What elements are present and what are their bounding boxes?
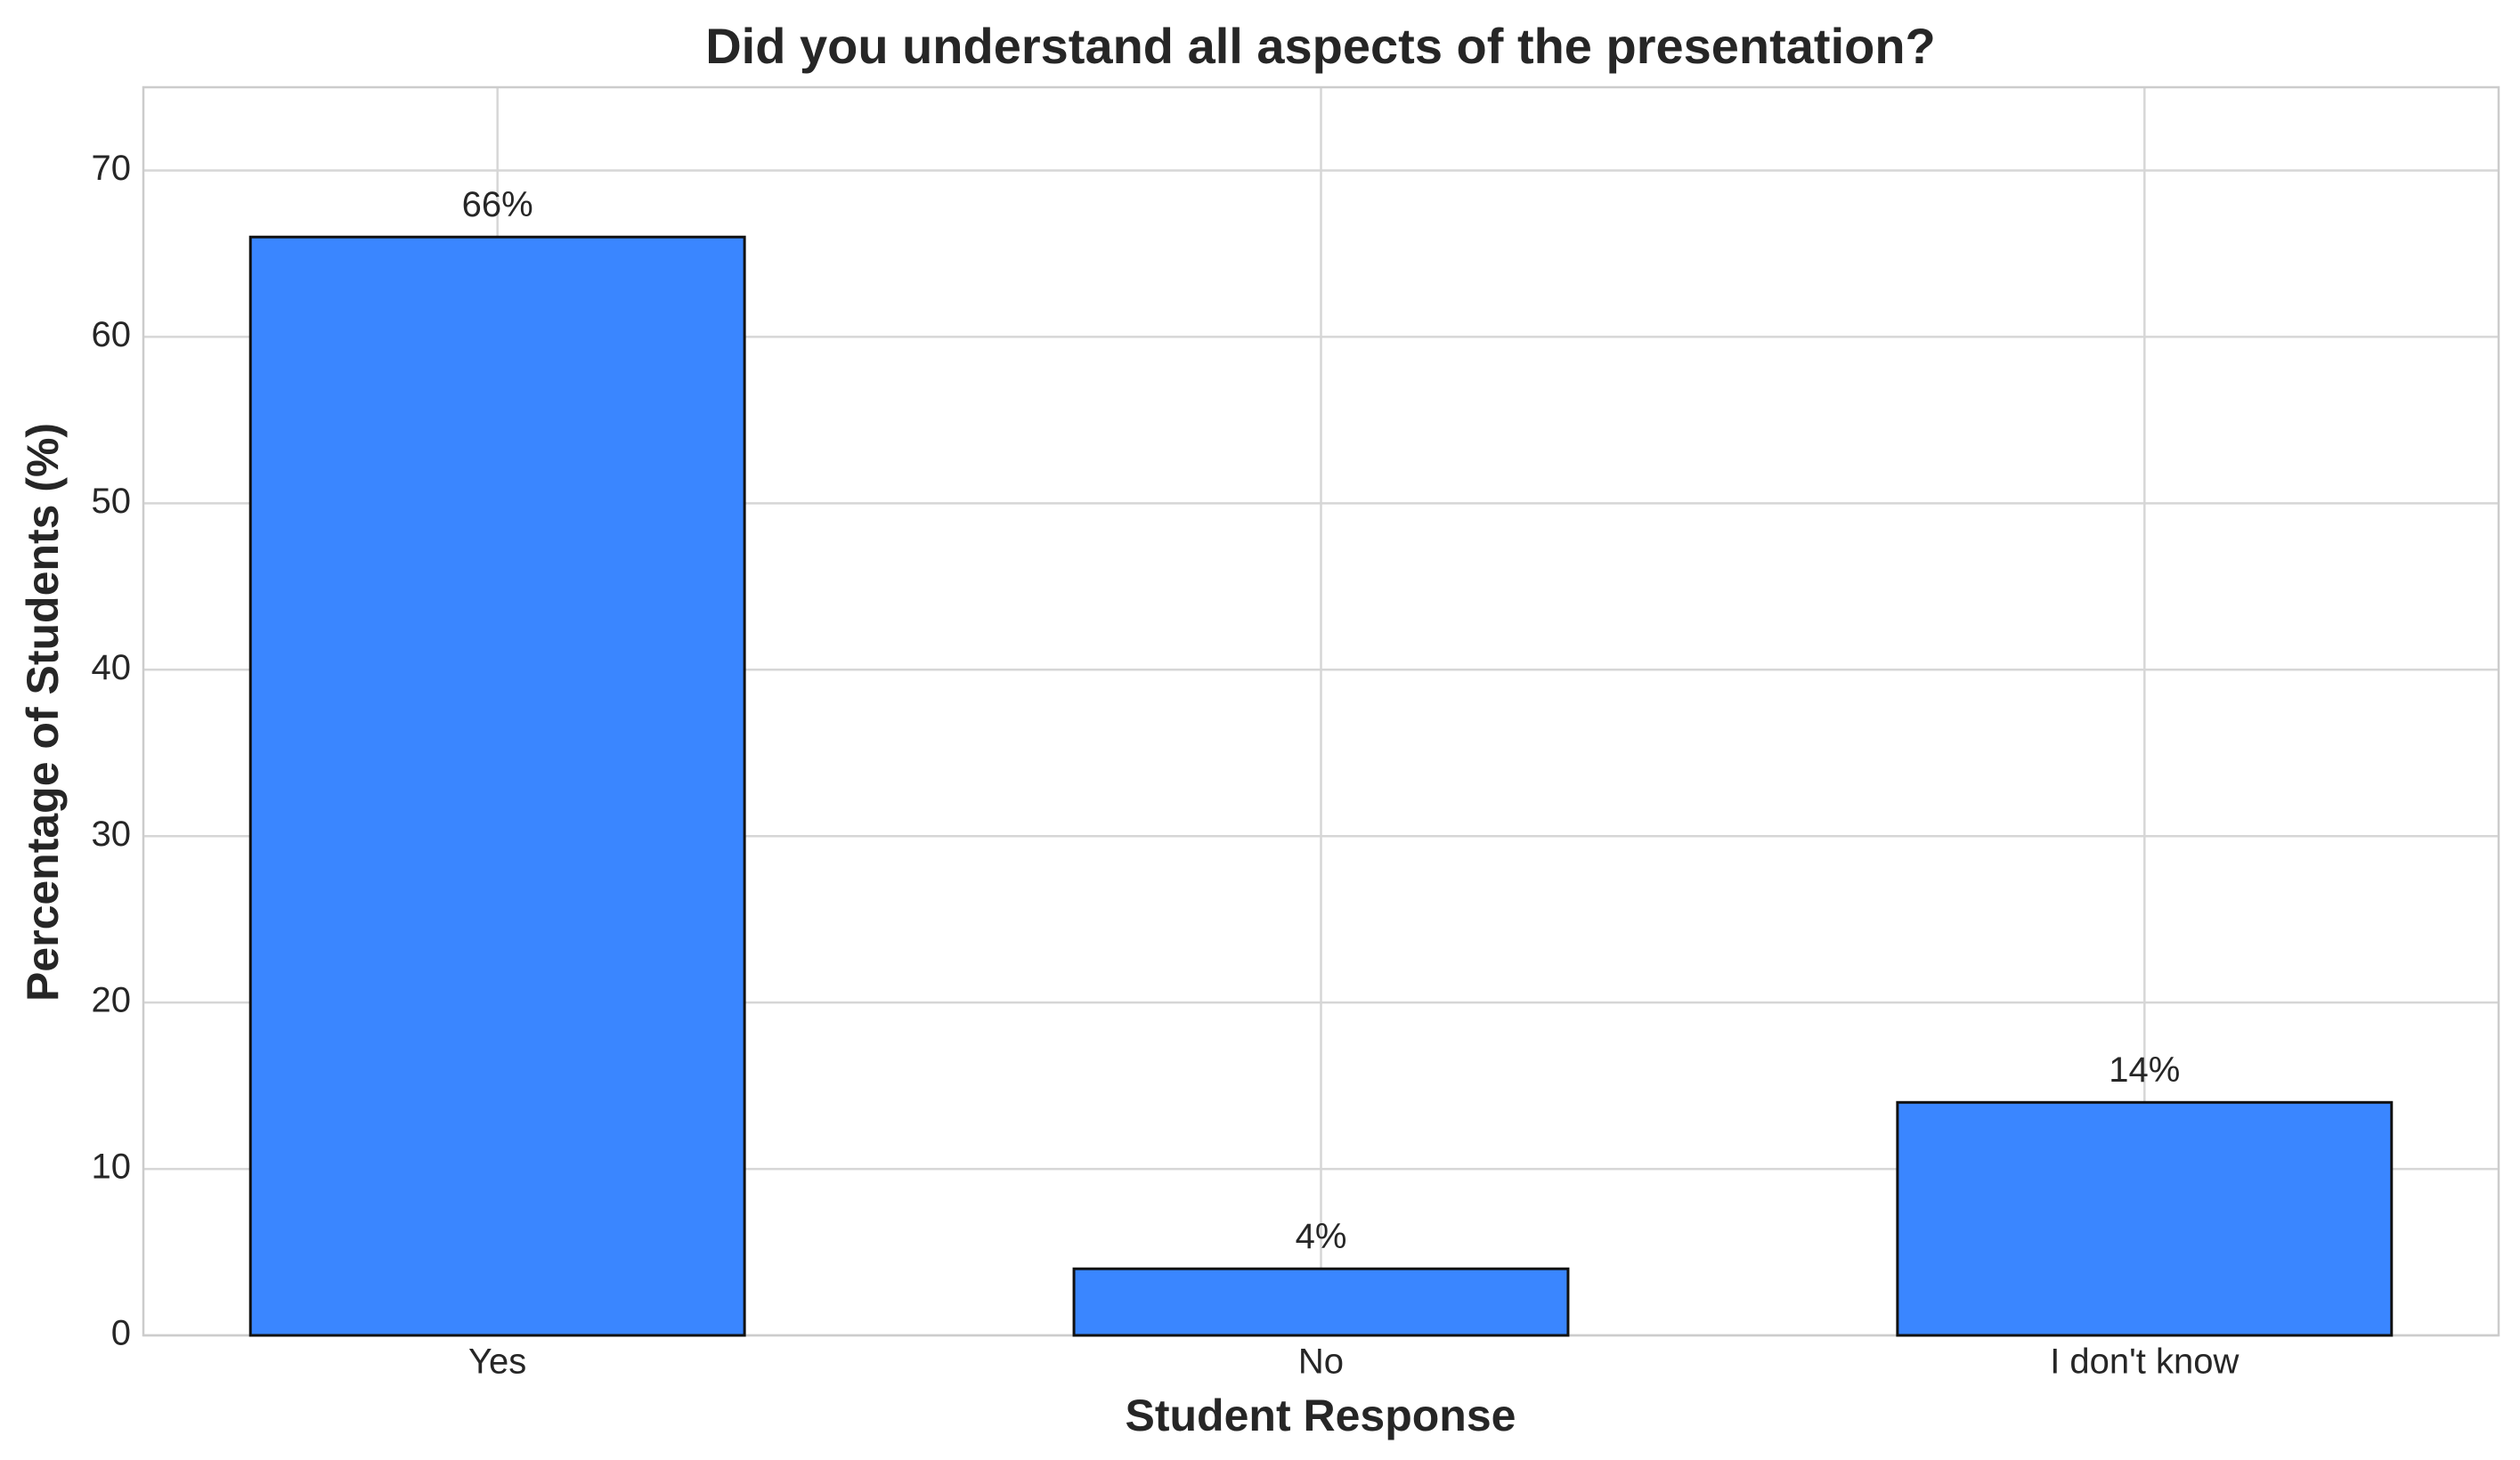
value-label: 14% [2109, 1050, 2180, 1090]
y-tick-label: 0 [111, 1314, 131, 1353]
chart-title: Did you understand all aspects of the pr… [705, 18, 1936, 74]
x-tick-label: I don't know [2050, 1342, 2239, 1382]
y-tick-label: 30 [92, 815, 132, 854]
y-tick-label: 70 [92, 149, 132, 188]
value-label: 4% [1296, 1217, 1347, 1256]
y-tick-label: 60 [92, 315, 132, 354]
bar [248, 235, 746, 1337]
y-tick-label: 10 [92, 1148, 132, 1187]
value-label: 66% [462, 185, 533, 224]
y-tick-label: 20 [92, 981, 132, 1020]
bar [1072, 1267, 1570, 1337]
x-tick-label: Yes [468, 1342, 526, 1382]
y-tick-label: 40 [92, 648, 132, 687]
bar [1896, 1100, 2394, 1337]
x-axis-title: Student Response [1126, 1391, 1516, 1440]
x-tick-label: No [1298, 1342, 1344, 1382]
y-tick-label: 50 [92, 482, 132, 521]
y-axis-title: Percentage of Students (%) [18, 423, 68, 1002]
